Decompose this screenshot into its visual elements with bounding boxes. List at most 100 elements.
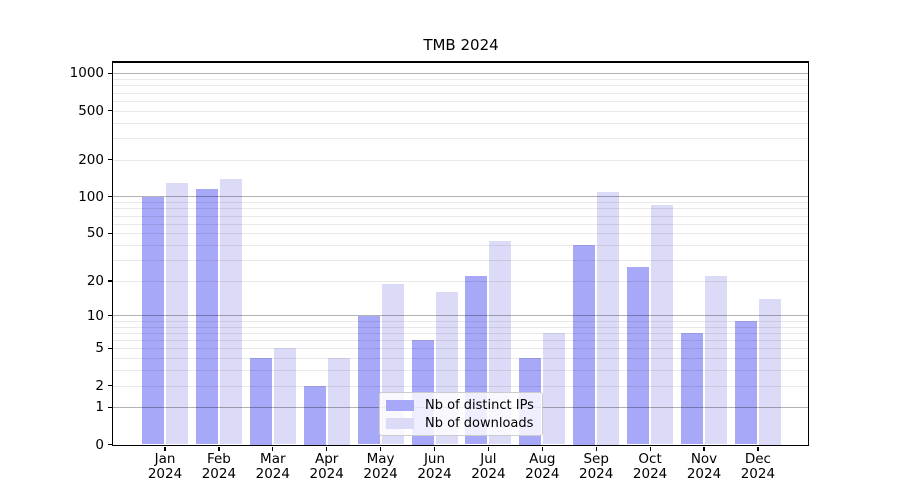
bar-distinct-ips-dec bbox=[734, 320, 757, 445]
y-tick-label: 0 bbox=[95, 436, 104, 453]
month-name: Nov bbox=[690, 451, 718, 467]
x-tick-label-apr: Apr 2024 bbox=[295, 452, 359, 482]
bar-downloads-oct bbox=[651, 205, 674, 445]
legend-row-distinct-ips: Nb of distinct IPs bbox=[380, 396, 542, 414]
month-year: 2024 bbox=[471, 466, 506, 482]
major-gridline bbox=[113, 315, 809, 317]
minor-gridline bbox=[113, 122, 809, 124]
month-name: Oct bbox=[638, 451, 662, 467]
x-tick-label-mar: Mar 2024 bbox=[241, 452, 305, 482]
x-tick-label-jul: Jul 2024 bbox=[456, 452, 520, 482]
month-name: Sep bbox=[583, 451, 609, 467]
month-name: Aug bbox=[529, 451, 556, 467]
x-tickmark bbox=[326, 446, 328, 451]
bar-downloads-apr bbox=[327, 358, 350, 445]
minor-gridline bbox=[113, 370, 809, 371]
legend: Nb of distinct IPs Nb of downloads bbox=[379, 392, 543, 436]
y-tickmark bbox=[107, 347, 113, 349]
month-name: Feb bbox=[206, 451, 231, 467]
month-name: Jan bbox=[154, 451, 176, 467]
legend-swatch-downloads bbox=[386, 417, 414, 429]
bar-downloads-feb bbox=[219, 178, 242, 445]
x-tickmark bbox=[218, 446, 220, 451]
plot-top-spine bbox=[111, 61, 810, 63]
bar-downloads-nov bbox=[705, 276, 727, 445]
plot-right-spine bbox=[808, 61, 810, 447]
minor-gridline bbox=[113, 110, 809, 112]
legend-row-downloads: Nb of downloads bbox=[380, 414, 542, 432]
y-tick-label: 20 bbox=[86, 272, 104, 289]
minor-gridline bbox=[113, 280, 809, 282]
bar-downloads-aug bbox=[543, 332, 566, 445]
x-tick-label-oct: Oct 2024 bbox=[618, 452, 682, 482]
minor-gridline bbox=[113, 332, 809, 334]
chart-title: TMB 2024 bbox=[423, 36, 499, 54]
month-name: Dec bbox=[744, 451, 771, 467]
y-tick-label: 1000 bbox=[69, 65, 104, 82]
bar-distinct-ips-sep bbox=[573, 245, 596, 445]
minor-gridline bbox=[113, 320, 809, 322]
y-tickmark bbox=[107, 443, 113, 446]
x-tickmark bbox=[164, 446, 166, 451]
bar-downloads-sep bbox=[597, 191, 620, 445]
x-tick-label-jun: Jun 2024 bbox=[403, 452, 467, 482]
bar-downloads-mar bbox=[273, 348, 296, 445]
y-tick-label: 1 bbox=[95, 399, 104, 416]
x-tick-label-may: May 2024 bbox=[349, 452, 413, 482]
y-tickmark bbox=[107, 109, 113, 112]
x-tickmark bbox=[757, 446, 759, 451]
month-year: 2024 bbox=[632, 466, 668, 482]
bar-distinct-ips-mar bbox=[249, 358, 272, 445]
x-tick-label-jan: Jan 2024 bbox=[133, 452, 197, 482]
x-tick-label-sep: Sep 2024 bbox=[564, 452, 628, 482]
x-tickmark bbox=[487, 446, 490, 451]
minor-gridline bbox=[113, 358, 809, 359]
minor-gridline bbox=[113, 85, 809, 87]
month-name: Jun bbox=[423, 451, 446, 467]
month-year: 2024 bbox=[686, 466, 722, 482]
bar-distinct-ips-apr bbox=[303, 385, 326, 445]
minor-gridline bbox=[113, 208, 809, 210]
minor-gridline bbox=[113, 340, 809, 341]
y-tick-label: 50 bbox=[86, 225, 104, 242]
y-tick-label: 200 bbox=[78, 151, 104, 168]
bar-downloads-dec bbox=[758, 299, 781, 445]
y-tickmark bbox=[107, 72, 113, 74]
x-tickmark bbox=[541, 446, 543, 451]
x-tickmark bbox=[433, 446, 436, 451]
major-gridline bbox=[113, 72, 809, 74]
minor-gridline bbox=[113, 215, 809, 217]
bar-distinct-ips-nov bbox=[681, 332, 703, 445]
minor-gridline bbox=[113, 137, 809, 139]
minor-gridline bbox=[113, 233, 809, 235]
month-year: 2024 bbox=[417, 466, 452, 482]
x-tickmark bbox=[272, 446, 274, 451]
minor-gridline bbox=[113, 385, 809, 387]
plot-left-spine bbox=[111, 61, 114, 447]
minor-gridline bbox=[113, 202, 809, 204]
x-tick-label-feb: Feb 2024 bbox=[187, 452, 251, 482]
y-tick-label: 2 bbox=[95, 377, 104, 394]
y-tickmark bbox=[107, 315, 113, 317]
bar-downloads-jan bbox=[166, 182, 188, 445]
y-tickmark bbox=[107, 280, 113, 282]
x-tickmark bbox=[703, 446, 705, 451]
plot-bottom-spine bbox=[111, 444, 810, 447]
minor-gridline bbox=[113, 79, 809, 80]
minor-gridline bbox=[113, 348, 809, 350]
x-tickmark bbox=[649, 446, 651, 451]
month-name: May bbox=[366, 451, 395, 467]
month-name: Apr bbox=[315, 451, 339, 467]
month-year: 2024 bbox=[309, 466, 344, 482]
minor-gridline bbox=[113, 260, 809, 261]
month-year: 2024 bbox=[363, 466, 398, 482]
x-tick-label-aug: Aug 2024 bbox=[510, 452, 574, 482]
y-tick-label: 100 bbox=[78, 188, 104, 205]
y-tickmark bbox=[107, 159, 113, 161]
y-tickmark bbox=[107, 406, 113, 408]
minor-gridline bbox=[113, 92, 809, 94]
month-name: Jul bbox=[480, 451, 497, 467]
month-name: Mar bbox=[260, 451, 286, 467]
